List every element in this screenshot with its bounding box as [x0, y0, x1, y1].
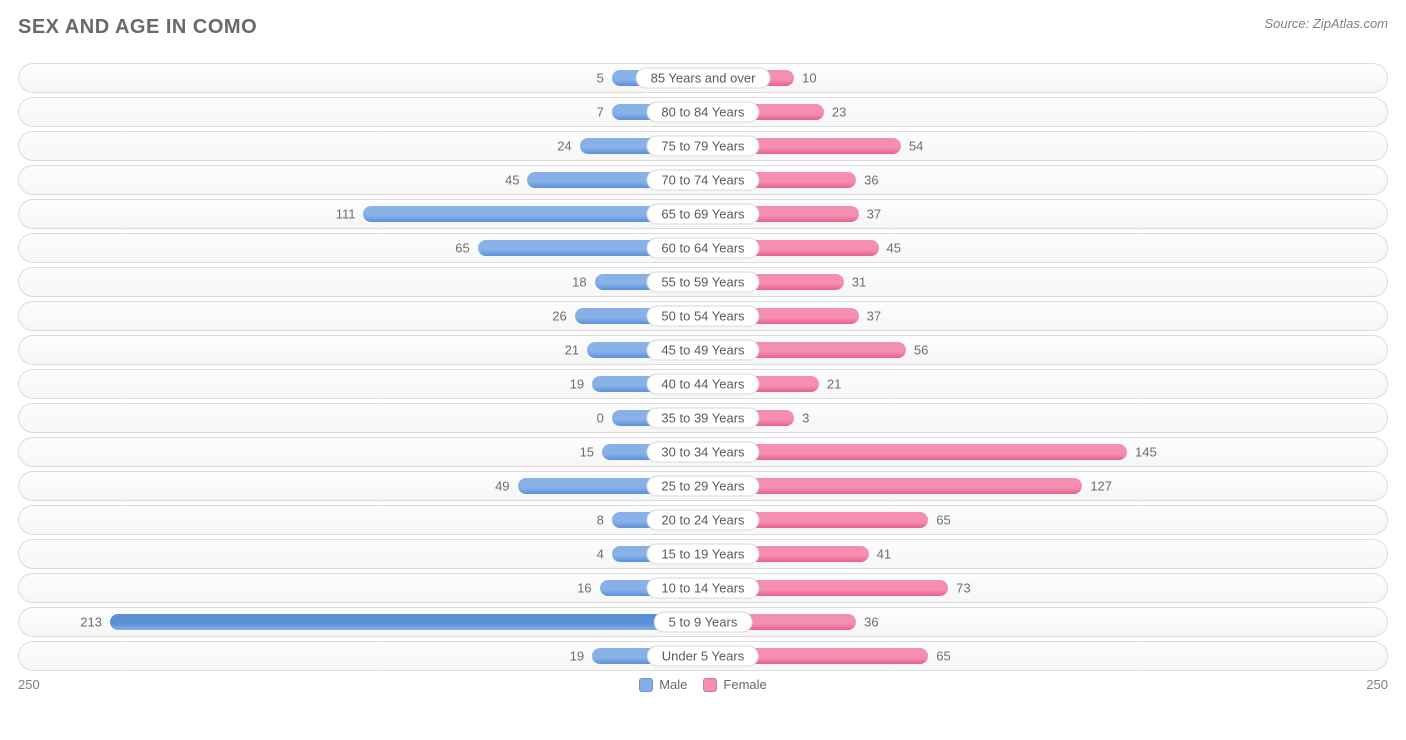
male-value: 15 [580, 445, 594, 460]
female-value: 145 [1135, 445, 1157, 460]
male-value: 26 [552, 309, 566, 324]
female-bar [703, 478, 1082, 494]
female-value: 36 [864, 615, 878, 630]
pyramid-row: 21 56 45 to 49 Years [18, 335, 1388, 365]
pyramid-row: 4 41 15 to 19 Years [18, 539, 1388, 569]
age-label: 20 to 24 Years [646, 510, 759, 531]
pyramid-row: 24 54 75 to 79 Years [18, 131, 1388, 161]
female-value: 65 [936, 513, 950, 528]
legend-male-label: Male [659, 677, 687, 692]
legend-male: Male [639, 677, 687, 692]
age-label: 30 to 34 Years [646, 442, 759, 463]
female-value: 3 [802, 411, 809, 426]
pyramid-row: 111 37 65 to 69 Years [18, 199, 1388, 229]
age-label: 75 to 79 Years [646, 136, 759, 157]
age-label: 65 to 69 Years [646, 204, 759, 225]
population-pyramid: 5 10 85 Years and over 7 23 80 to 84 Years 24 5… [18, 63, 1388, 671]
pyramid-row: 19 65 Under 5 Years [18, 641, 1388, 671]
male-value: 16 [577, 581, 591, 596]
pyramid-row: 19 21 40 to 44 Years [18, 369, 1388, 399]
male-value: 24 [557, 139, 571, 154]
legend: Male Female [40, 677, 1367, 692]
legend-female-label: Female [723, 677, 766, 692]
legend-female: Female [703, 677, 766, 692]
female-value: 127 [1090, 479, 1112, 494]
female-value: 37 [867, 309, 881, 324]
female-value: 45 [887, 241, 901, 256]
female-value: 37 [867, 207, 881, 222]
male-value: 45 [505, 173, 519, 188]
female-value: 10 [802, 71, 816, 86]
female-value: 41 [877, 547, 891, 562]
female-value: 23 [832, 105, 846, 120]
pyramid-row: 15 145 30 to 34 Years [18, 437, 1388, 467]
age-label: 40 to 44 Years [646, 374, 759, 395]
male-value: 111 [336, 207, 356, 222]
pyramid-row: 0 3 35 to 39 Years [18, 403, 1388, 433]
male-value: 65 [455, 241, 469, 256]
age-label: 25 to 29 Years [646, 476, 759, 497]
male-value: 21 [565, 343, 579, 358]
female-value: 54 [909, 139, 923, 154]
pyramid-row: 7 23 80 to 84 Years [18, 97, 1388, 127]
age-label: 70 to 74 Years [646, 170, 759, 191]
male-value: 7 [597, 105, 604, 120]
chart-source: Source: ZipAtlas.com [1264, 16, 1388, 31]
pyramid-row: 213 36 5 to 9 Years [18, 607, 1388, 637]
pyramid-row: 8 65 20 to 24 Years [18, 505, 1388, 535]
age-label: 35 to 39 Years [646, 408, 759, 429]
pyramid-row: 18 31 55 to 59 Years [18, 267, 1388, 297]
pyramid-row: 45 36 70 to 74 Years [18, 165, 1388, 195]
male-value: 19 [570, 649, 584, 664]
age-label: 5 to 9 Years [654, 612, 753, 633]
female-value: 65 [936, 649, 950, 664]
female-bar [703, 444, 1127, 460]
female-value: 73 [956, 581, 970, 596]
male-swatch [639, 678, 653, 692]
male-value: 8 [597, 513, 604, 528]
axis-max-left: 250 [18, 677, 40, 692]
axis-max-right: 250 [1366, 677, 1388, 692]
pyramid-row: 65 45 60 to 64 Years [18, 233, 1388, 263]
age-label: 55 to 59 Years [646, 272, 759, 293]
pyramid-row: 26 37 50 to 54 Years [18, 301, 1388, 331]
age-label: 85 Years and over [636, 68, 771, 89]
age-label: 80 to 84 Years [646, 102, 759, 123]
age-label: 45 to 49 Years [646, 340, 759, 361]
male-value: 5 [597, 71, 604, 86]
male-value: 18 [572, 275, 586, 290]
female-swatch [703, 678, 717, 692]
male-value: 19 [570, 377, 584, 392]
female-value: 36 [864, 173, 878, 188]
age-label: 10 to 14 Years [646, 578, 759, 599]
chart-title: SEX AND AGE IN COMO [18, 16, 257, 39]
male-bar [110, 614, 703, 630]
female-value: 56 [914, 343, 928, 358]
age-label: 15 to 19 Years [646, 544, 759, 565]
male-value: 213 [80, 615, 102, 630]
age-label: 60 to 64 Years [646, 238, 759, 259]
pyramid-row: 5 10 85 Years and over [18, 63, 1388, 93]
female-value: 31 [852, 275, 866, 290]
male-value: 0 [597, 411, 604, 426]
pyramid-row: 16 73 10 to 14 Years [18, 573, 1388, 603]
age-label: Under 5 Years [647, 646, 759, 667]
female-value: 21 [827, 377, 841, 392]
male-value: 49 [495, 479, 509, 494]
male-value: 4 [597, 547, 604, 562]
age-label: 50 to 54 Years [646, 306, 759, 327]
pyramid-row: 49 127 25 to 29 Years [18, 471, 1388, 501]
